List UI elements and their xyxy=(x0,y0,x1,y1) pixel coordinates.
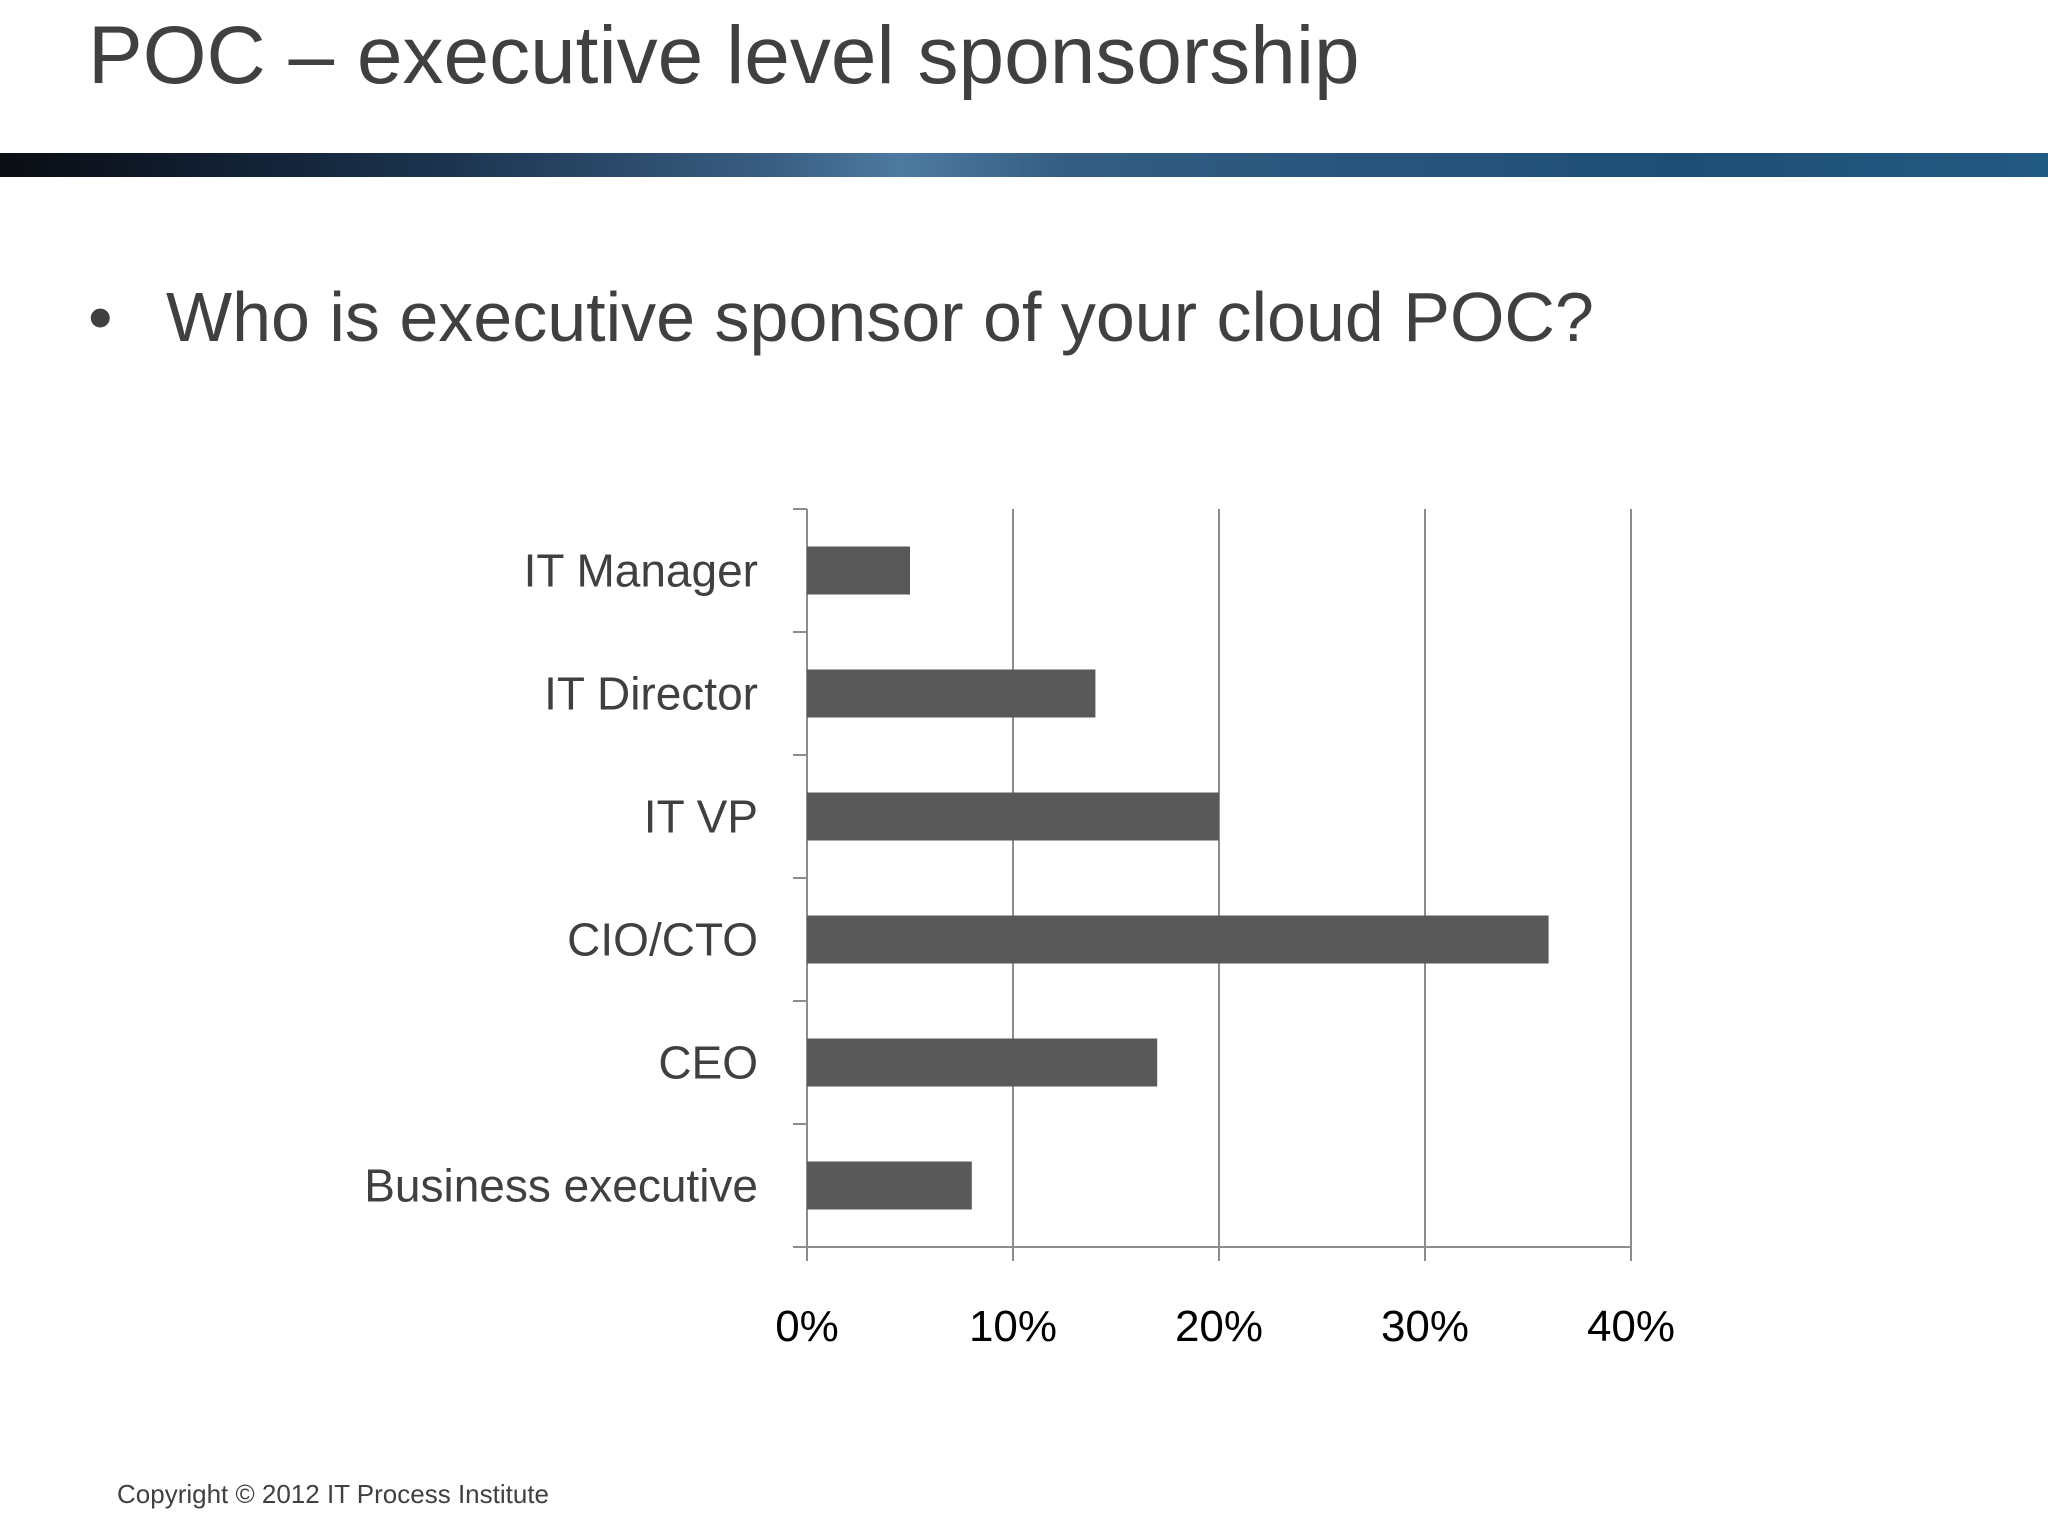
category-label: IT Manager xyxy=(524,545,758,597)
x-tick-label: 30% xyxy=(1381,1302,1469,1351)
bar xyxy=(807,1161,972,1210)
category-label: CIO/CTO xyxy=(567,914,758,966)
bar xyxy=(807,1038,1158,1087)
category-label: Business executive xyxy=(364,1160,758,1212)
bullet-icon: • xyxy=(88,278,113,356)
copyright-footer: Copyright © 2012 IT Process Institute xyxy=(117,1479,549,1509)
category-label: IT Director xyxy=(544,668,758,720)
bar xyxy=(807,792,1219,841)
slide-title: POC – executive level sponsorship xyxy=(88,10,1360,101)
bullet-text: Who is executive sponsor of your cloud P… xyxy=(166,278,1594,356)
bullet-point: • Who is executive sponsor of your cloud … xyxy=(88,272,1594,362)
category-label: CEO xyxy=(658,1037,758,1089)
category-label: IT VP xyxy=(644,791,758,843)
x-tick-label: 10% xyxy=(969,1302,1057,1351)
bar xyxy=(807,546,910,595)
bar xyxy=(807,669,1096,718)
bar xyxy=(807,915,1549,964)
x-tick-label: 0% xyxy=(775,1302,839,1351)
x-tick-label: 20% xyxy=(1175,1302,1263,1351)
x-tick-label: 40% xyxy=(1587,1302,1675,1351)
title-divider-bar xyxy=(0,153,2048,177)
